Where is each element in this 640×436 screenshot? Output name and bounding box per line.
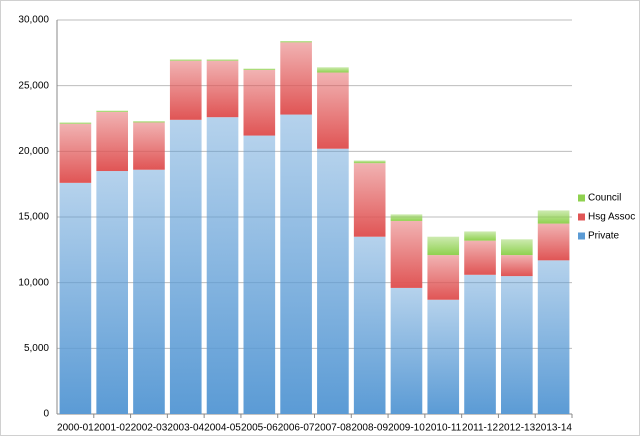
- x-tick-label: 2011-12: [462, 423, 498, 434]
- bar-segment: [353, 163, 386, 237]
- bar-segment: [59, 123, 92, 183]
- bar-segment: [464, 240, 496, 275]
- x-tick-label: 2000-01: [57, 423, 94, 434]
- bar-segment: [243, 69, 276, 136]
- bar-segment: [280, 114, 312, 414]
- bar-segment: [537, 223, 570, 261]
- legend-swatch: [578, 232, 585, 240]
- bar-segment: [537, 260, 570, 414]
- bar-segment: [353, 236, 386, 414]
- legend-label: Private: [588, 231, 620, 242]
- bar-segment: [390, 287, 423, 414]
- x-tick-label: 2010-11: [425, 423, 461, 434]
- bar-segment: [206, 59, 239, 61]
- x-tick-label: 2013-14: [535, 423, 572, 434]
- y-tick-label: 0: [43, 409, 49, 420]
- bar-segment: [427, 255, 460, 300]
- bar-segment: [133, 169, 165, 414]
- bar-segment: [427, 299, 460, 414]
- bar-segment: [390, 214, 423, 221]
- legend-swatch: [578, 194, 585, 202]
- y-tick-label: 5,000: [24, 343, 49, 354]
- x-tick-label: 2004-05: [204, 423, 241, 434]
- x-tick-label: 2005-06: [241, 423, 278, 434]
- bar-segment: [501, 239, 533, 256]
- bar-segment: [280, 42, 312, 115]
- bar-segment: [317, 148, 349, 414]
- bar-segment: [59, 182, 92, 414]
- bar-segment: [96, 111, 128, 172]
- x-tick-label: 2012-13: [498, 423, 535, 434]
- bar-segment: [427, 236, 460, 256]
- bar-segment: [317, 67, 349, 73]
- bar-segment: [464, 274, 496, 414]
- bar-segment: [353, 160, 386, 164]
- y-tick-label: 10,000: [18, 277, 49, 288]
- bar-segment: [501, 255, 533, 277]
- bar-segment: [206, 60, 239, 118]
- x-tick-label: 2006-07: [278, 423, 315, 434]
- legend-label: Council: [588, 193, 621, 204]
- y-tick-label: 25,000: [18, 80, 49, 91]
- x-tick-label: 2003-04: [167, 423, 204, 434]
- bar-segment: [537, 210, 570, 224]
- bar-segment: [96, 110, 128, 112]
- x-tick-label: 2002-03: [131, 423, 168, 434]
- bar-segment: [206, 117, 239, 414]
- bar-segment: [96, 171, 128, 414]
- bar-segment: [169, 119, 202, 415]
- y-tick-label: 20,000: [18, 146, 49, 157]
- bar-segment: [390, 220, 423, 288]
- bar-segment: [501, 276, 533, 414]
- x-tick-label: 2001-02: [94, 423, 131, 434]
- bar-segment: [243, 135, 276, 414]
- bar-segment: [133, 121, 165, 123]
- bar-segment: [59, 122, 92, 124]
- legend-swatch: [578, 213, 585, 221]
- x-tick-label: 2009-10: [388, 423, 425, 434]
- bar-segment: [169, 59, 202, 61]
- bar-segment: [280, 41, 312, 43]
- legend-label: Hsg Assoc: [588, 212, 635, 223]
- y-tick-label: 15,000: [18, 212, 49, 223]
- x-tick-label: 2007-08: [315, 423, 352, 434]
- bar-segment: [133, 122, 165, 170]
- bar-segment: [317, 72, 349, 149]
- bar-segment: [464, 231, 496, 241]
- bar-segment: [169, 60, 202, 120]
- y-tick-label: 30,000: [18, 15, 49, 26]
- bar-segment: [243, 68, 276, 70]
- x-tick-label: 2008-09: [351, 423, 388, 434]
